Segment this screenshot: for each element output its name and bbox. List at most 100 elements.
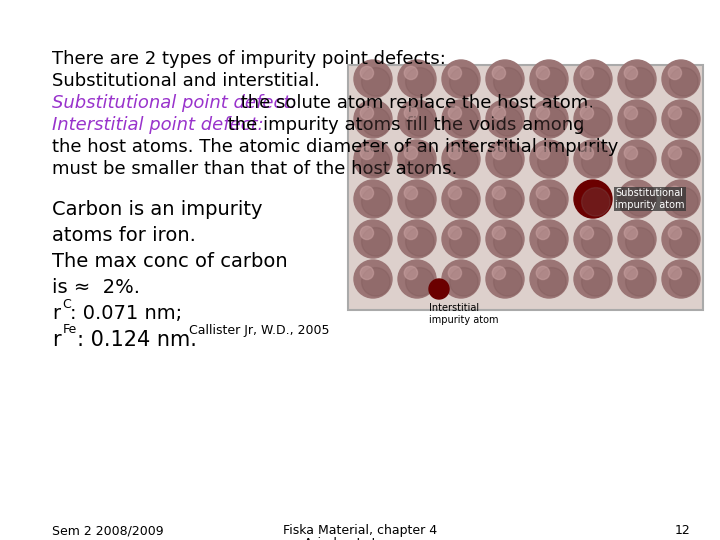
- Circle shape: [624, 186, 638, 200]
- Text: Interstitial
impurity atom: Interstitial impurity atom: [429, 303, 498, 325]
- Circle shape: [668, 186, 682, 200]
- Circle shape: [492, 66, 505, 79]
- Circle shape: [624, 266, 638, 280]
- Circle shape: [494, 227, 522, 256]
- Circle shape: [360, 106, 374, 119]
- Circle shape: [404, 266, 418, 280]
- Circle shape: [530, 60, 568, 98]
- Text: the impurity atoms fill the voids among: the impurity atoms fill the voids among: [222, 116, 585, 134]
- Circle shape: [536, 186, 549, 200]
- Circle shape: [449, 268, 478, 296]
- Text: must be smaller than that of the host atoms.: must be smaller than that of the host at…: [52, 160, 457, 178]
- Circle shape: [530, 220, 568, 258]
- Circle shape: [354, 100, 392, 138]
- Circle shape: [449, 146, 462, 160]
- Circle shape: [536, 266, 549, 280]
- Text: : 0.071 nm;: : 0.071 nm;: [70, 304, 182, 323]
- Circle shape: [360, 146, 374, 160]
- Circle shape: [398, 180, 436, 218]
- Circle shape: [580, 226, 593, 240]
- Circle shape: [398, 100, 436, 138]
- Circle shape: [580, 266, 593, 280]
- Circle shape: [538, 107, 566, 136]
- Text: Substitutional and interstitial.: Substitutional and interstitial.: [52, 72, 320, 90]
- Circle shape: [624, 226, 638, 240]
- Circle shape: [574, 180, 612, 218]
- Circle shape: [670, 187, 698, 216]
- Circle shape: [662, 220, 700, 258]
- Circle shape: [449, 107, 478, 136]
- Circle shape: [626, 68, 654, 96]
- Circle shape: [626, 227, 654, 256]
- Circle shape: [582, 147, 610, 176]
- Circle shape: [662, 100, 700, 138]
- Text: Fe: Fe: [63, 323, 77, 336]
- Circle shape: [360, 66, 374, 79]
- Circle shape: [360, 266, 374, 280]
- Circle shape: [538, 68, 566, 96]
- Circle shape: [494, 268, 522, 296]
- Circle shape: [626, 107, 654, 136]
- Circle shape: [492, 226, 505, 240]
- Circle shape: [668, 226, 682, 240]
- Circle shape: [670, 268, 698, 296]
- Circle shape: [492, 186, 505, 200]
- Circle shape: [574, 60, 612, 98]
- Text: the host atoms. The atomic diameter of an interstitial impurity: the host atoms. The atomic diameter of a…: [52, 138, 618, 156]
- Circle shape: [354, 180, 392, 218]
- Circle shape: [668, 146, 682, 160]
- Circle shape: [492, 106, 505, 119]
- Circle shape: [662, 260, 700, 298]
- Circle shape: [536, 66, 549, 79]
- Text: Ariadne L. Juwono: Ariadne L. Juwono: [304, 537, 416, 540]
- Text: The max conc of carbon: The max conc of carbon: [52, 252, 287, 271]
- Circle shape: [361, 268, 390, 296]
- Circle shape: [574, 260, 612, 298]
- Bar: [348, 65, 703, 310]
- Circle shape: [449, 147, 478, 176]
- Text: r: r: [52, 330, 60, 350]
- Text: There are 2 types of impurity point defects:: There are 2 types of impurity point defe…: [52, 50, 446, 68]
- Circle shape: [361, 227, 390, 256]
- Text: Substitutional
impurity atom: Substitutional impurity atom: [615, 188, 685, 210]
- Circle shape: [486, 140, 524, 178]
- Circle shape: [582, 68, 610, 96]
- Text: Substitutional point defect:: Substitutional point defect:: [52, 94, 297, 112]
- Circle shape: [449, 266, 462, 280]
- Circle shape: [618, 220, 656, 258]
- Circle shape: [442, 100, 480, 138]
- Circle shape: [530, 260, 568, 298]
- Circle shape: [398, 60, 436, 98]
- Circle shape: [449, 106, 462, 119]
- Circle shape: [670, 107, 698, 136]
- Circle shape: [449, 226, 462, 240]
- Circle shape: [429, 279, 449, 299]
- Circle shape: [449, 186, 462, 200]
- Circle shape: [536, 106, 549, 119]
- Circle shape: [494, 187, 522, 216]
- Circle shape: [662, 180, 700, 218]
- Circle shape: [354, 260, 392, 298]
- Circle shape: [492, 266, 505, 280]
- Circle shape: [486, 60, 524, 98]
- Circle shape: [662, 60, 700, 98]
- Circle shape: [361, 147, 390, 176]
- Text: Callister Jr, W.D., 2005: Callister Jr, W.D., 2005: [189, 324, 330, 337]
- Circle shape: [530, 140, 568, 178]
- Text: the solute atom replace the host atom.: the solute atom replace the host atom.: [235, 94, 595, 112]
- Circle shape: [574, 220, 612, 258]
- Text: Fiska Material, chapter 4: Fiska Material, chapter 4: [283, 524, 437, 537]
- Circle shape: [486, 260, 524, 298]
- Circle shape: [580, 66, 593, 79]
- Circle shape: [494, 68, 522, 96]
- Circle shape: [662, 140, 700, 178]
- Circle shape: [668, 106, 682, 119]
- Circle shape: [449, 66, 462, 79]
- Circle shape: [442, 140, 480, 178]
- Circle shape: [486, 220, 524, 258]
- Circle shape: [618, 180, 656, 218]
- Circle shape: [354, 140, 392, 178]
- Circle shape: [449, 187, 478, 216]
- Circle shape: [404, 186, 418, 200]
- Circle shape: [404, 106, 418, 119]
